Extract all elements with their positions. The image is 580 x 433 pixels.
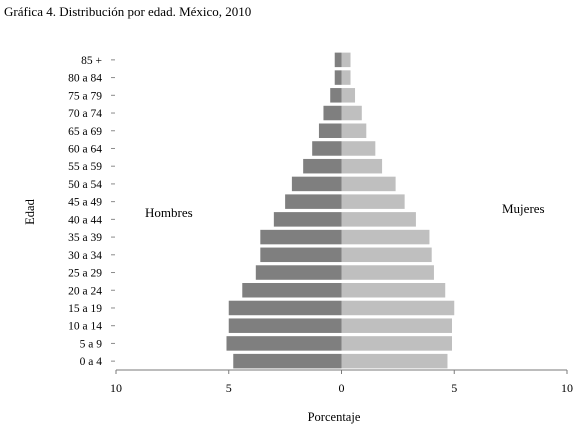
bar-hombres-80-a-84 <box>334 70 342 85</box>
x-tick-label: 10 <box>110 381 122 395</box>
bar-hombres-15-a-19 <box>228 300 342 316</box>
bar-hombres-5-a-9 <box>226 336 342 351</box>
y-tick-label: 85 + <box>81 55 102 67</box>
bar-mujeres-75-a-79 <box>341 88 356 103</box>
y-tick-label: 55 a 59 <box>68 161 102 173</box>
bar-mujeres-85-plus <box>341 52 351 68</box>
bars-layer <box>226 52 455 369</box>
bar-mujeres-15-a-19 <box>341 300 455 316</box>
bar-hombres-10-a-14 <box>228 318 342 333</box>
x-tick-label: 10 <box>561 381 573 395</box>
x-axis-label: Porcentaje <box>308 410 361 424</box>
y-tick-label: 40 a 44 <box>68 214 102 226</box>
bar-mujeres-5-a-9 <box>341 336 452 351</box>
bar-hombres-30-a-34 <box>260 247 342 263</box>
series-label-hombres: Hombres <box>145 205 193 220</box>
bar-hombres-20-a-24 <box>242 283 342 298</box>
bar-mujeres-45-a-49 <box>341 194 405 209</box>
x-tick-label: 5 <box>451 381 457 395</box>
y-tick-label: 65 a 69 <box>68 126 102 138</box>
bar-hombres-65-a-69 <box>318 123 342 138</box>
bar-mujeres-80-a-84 <box>341 70 351 85</box>
y-tick-label: 30 a 34 <box>68 250 102 262</box>
y-tick-label: 50 a 54 <box>68 179 102 191</box>
y-tick-label: 5 a 9 <box>80 338 103 350</box>
bar-mujeres-20-a-24 <box>341 283 446 298</box>
bar-hombres-85-plus <box>334 52 342 68</box>
y-tick-label: 80 a 84 <box>68 73 102 85</box>
bar-hombres-60-a-64 <box>312 141 342 156</box>
bar-hombres-50-a-54 <box>291 176 342 192</box>
series-label-mujeres: Mujeres <box>502 201 545 216</box>
y-ticks-layer: 0 a 4 5 a 9 10 a 14 15 a 19 20 a 24 25 a 29 30… <box>68 55 115 368</box>
bar-mujeres-65-a-69 <box>341 123 367 138</box>
y-tick-label: 70 a 74 <box>68 108 102 120</box>
bar-mujeres-10-a-14 <box>341 318 452 333</box>
y-tick-label: 25 a 29 <box>68 268 102 280</box>
y-tick-label: 75 a 79 <box>68 90 102 102</box>
bar-hombres-25-a-29 <box>255 265 342 280</box>
bar-mujeres-55-a-59 <box>341 158 383 174</box>
bar-mujeres-40-a-44 <box>341 212 416 227</box>
bar-hombres-70-a-74 <box>323 105 342 121</box>
y-tick-label: 0 a 4 <box>80 356 103 368</box>
bar-mujeres-70-a-74 <box>341 105 362 121</box>
bar-hombres-45-a-49 <box>285 194 342 209</box>
bar-mujeres-35-a-39 <box>341 229 430 245</box>
bar-mujeres-30-a-34 <box>341 247 432 263</box>
bar-mujeres-25-a-29 <box>341 265 434 280</box>
y-tick-label: 15 a 19 <box>68 303 102 315</box>
y-tick-label: 45 a 49 <box>68 197 102 209</box>
bar-hombres-55-a-59 <box>303 158 342 174</box>
x-tick-label: 0 <box>339 381 345 395</box>
bar-hombres-75-a-79 <box>330 88 342 103</box>
bar-mujeres-0-a-4 <box>341 353 448 369</box>
y-tick-label: 10 a 14 <box>68 321 102 333</box>
bar-hombres-35-a-39 <box>260 229 342 245</box>
bar-mujeres-50-a-54 <box>341 176 396 192</box>
bar-hombres-0-a-4 <box>233 353 342 369</box>
bar-mujeres-60-a-64 <box>341 141 376 156</box>
bar-hombres-40-a-44 <box>273 212 342 227</box>
y-tick-label: 20 a 24 <box>68 285 102 297</box>
x-ticks-layer: 10 5 0 5 10 <box>110 370 573 395</box>
chart-title: Gráfica 4. Distribución por edad. México… <box>4 4 251 19</box>
y-tick-label: 60 a 64 <box>68 143 102 155</box>
y-axis-label: Edad <box>23 198 37 224</box>
x-tick-label: 5 <box>226 381 232 395</box>
y-tick-label: 35 a 39 <box>68 232 102 244</box>
